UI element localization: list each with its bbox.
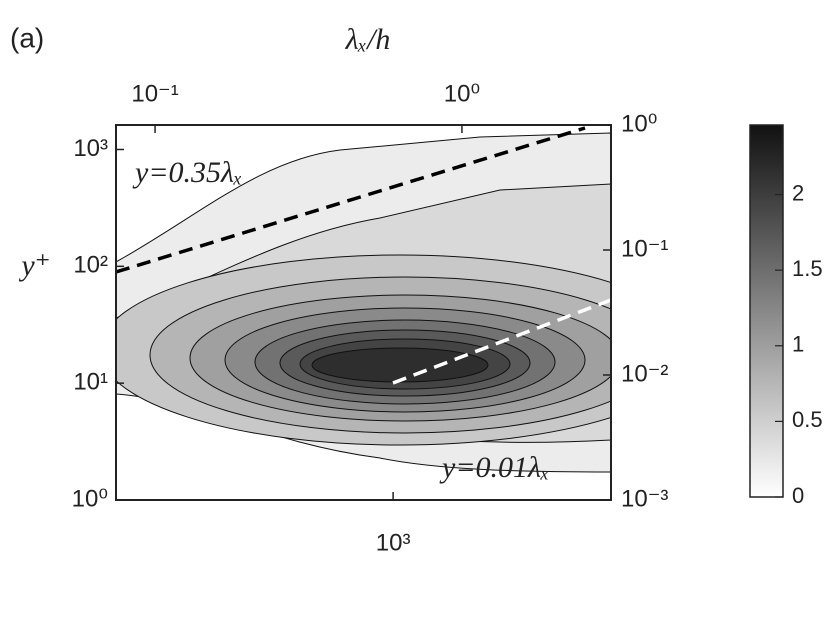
y-tick-label: 10³ — [73, 135, 108, 162]
y-tick-label: 10¹ — [73, 369, 108, 396]
y-tick-label: 10² — [73, 252, 108, 279]
contour-field — [116, 125, 611, 500]
y2-tick-label: 10⁻² — [621, 360, 668, 387]
y2-tick-label: 10⁻¹ — [621, 235, 668, 262]
y-axis-label: y⁺ — [18, 249, 50, 282]
annotation: y=0.35λₓ — [132, 156, 243, 189]
panel-label: (a) — [10, 22, 44, 53]
colorbar — [749, 124, 784, 498]
colorbar-tick-label: 0 — [792, 483, 804, 508]
y-tick-label: 10⁰ — [72, 485, 108, 512]
x2-axis-label: λₓ/h — [345, 23, 391, 56]
x2-tick-label: 10⁰ — [444, 80, 480, 107]
colorbar-tick-label: 0.5 — [792, 407, 823, 432]
x-tick-label: 10³ — [376, 529, 411, 556]
colorbar-tick-label: 2 — [792, 180, 804, 205]
x2-tick-label: 10⁻¹ — [131, 80, 178, 107]
y2-tick-label: 10⁰ — [621, 110, 657, 137]
plot-frame — [115, 124, 612, 501]
colorbar-tick-label: 1 — [792, 332, 804, 357]
y2-tick-label: 10⁻³ — [621, 485, 668, 512]
colorbar-tick-label: 1.5 — [792, 256, 823, 281]
annotation: y=0.01λₓ — [439, 451, 550, 484]
